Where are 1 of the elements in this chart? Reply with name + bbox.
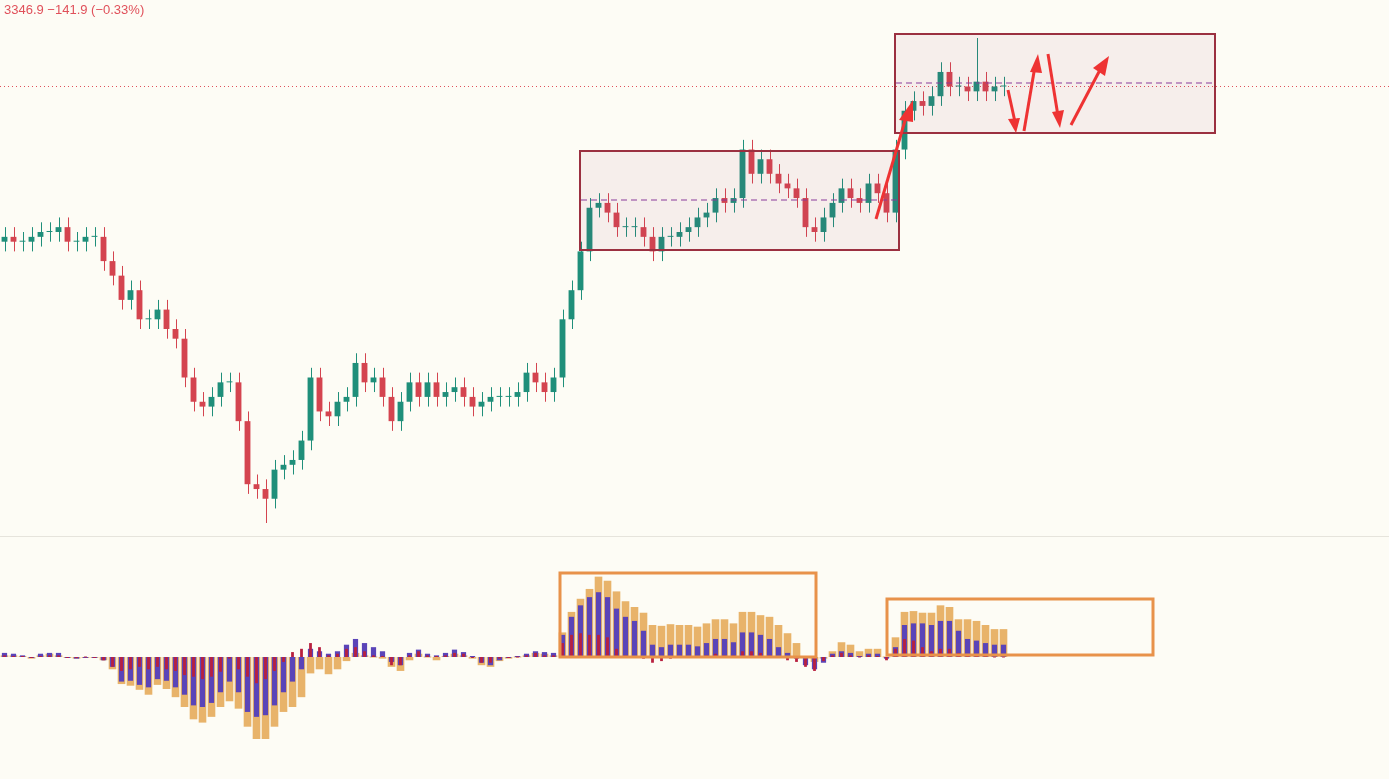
text: 3346.9 −141.9 (−0.33%) (4, 2, 145, 17)
